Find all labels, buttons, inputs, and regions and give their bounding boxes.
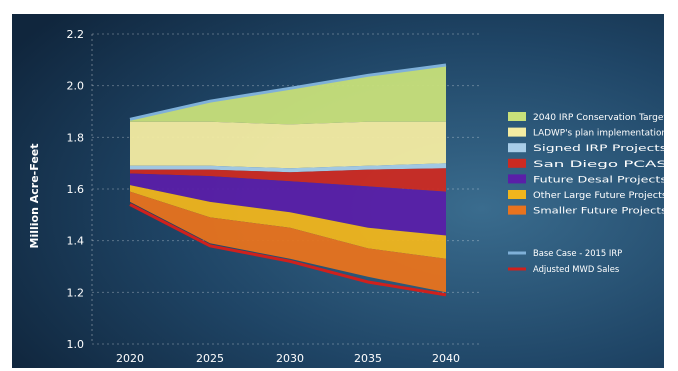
x-tick-label: 2035 [354,352,382,365]
y-tick-label: 1.2 [67,286,85,299]
legend-label: Adjusted MWD Sales [533,264,619,274]
legend-label: Base Case - 2015 IRP [533,248,622,258]
series-line-0 [129,63,447,121]
area-layer [130,65,446,293]
legend-label: Smaller Future Projects [533,206,667,216]
y-axis-label: Million Acre-Feet [28,144,41,249]
legend-label: Signed IRP Projects [533,143,667,153]
legend-label: LADWP's plan implementation [533,128,667,138]
area-band-6 [130,191,446,293]
area-band-5 [130,185,446,259]
y-tick-label: 2.0 [67,80,85,93]
legend-label: Other Large Future Projects [533,190,667,200]
y-tick-label: 1.6 [67,183,85,196]
legend-label: Future Desal Projects [533,174,667,184]
x-tick-label: 2020 [116,352,144,365]
legend-swatch [508,174,526,184]
legend-label: 2040 IRP Conservation Target [533,112,668,122]
y-tick-label: 1.8 [67,131,85,144]
legend-swatch [508,158,526,168]
axis-layer: 1.0 1.2 1.4 1.6 1.8 2.0 2.2 2020 2025 2030 2035 204… [67,28,461,365]
y-tick-label: 1.0 [67,338,85,351]
legend-swatch [508,190,526,199]
area-band-2 [130,163,446,173]
area-band-0 [130,65,446,125]
legend-swatch [508,112,526,121]
x-tick-label: 2025 [196,352,224,365]
y-tick-label: 1.4 [67,235,85,248]
legend-swatch [508,143,526,153]
area-band-1 [130,121,446,169]
line-layer [129,63,447,297]
legend-swatch [508,205,526,215]
y-tick-label: 2.2 [67,28,85,41]
area-band-4 [130,173,446,236]
grid-layer [91,33,480,345]
x-tick-label: 2040 [432,352,460,365]
legend: 2040 IRP Conservation Target LADWP's plan… [508,112,668,274]
legend-swatch [508,127,526,137]
legend-label: San Diego PCAS [533,159,667,169]
area-band-3 [130,168,446,192]
x-tick-label: 2030 [276,352,304,365]
series-line-1 [129,203,447,297]
